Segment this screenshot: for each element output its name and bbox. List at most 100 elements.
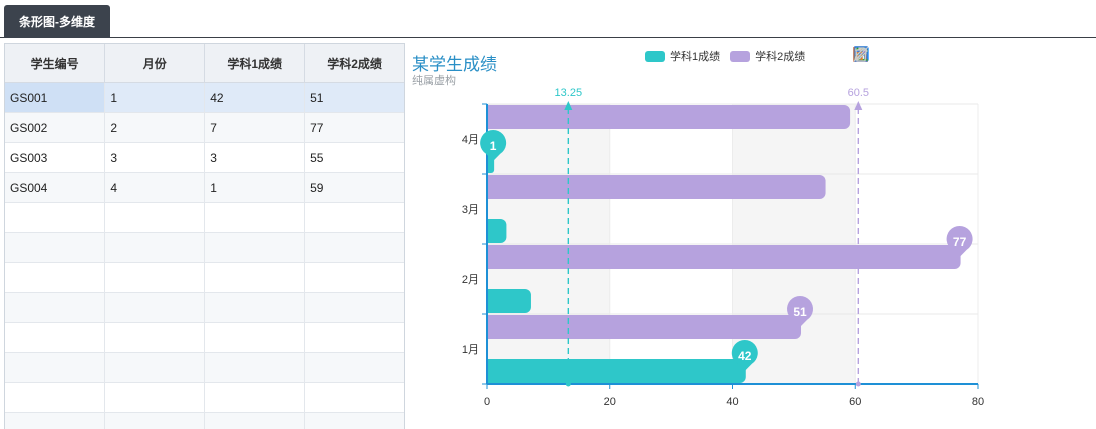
bar [488, 245, 961, 269]
cell-month[interactable]: 2 [104, 112, 206, 143]
average-line-label: 13.25 [555, 87, 583, 99]
min-point-pin-label: 1 [490, 139, 497, 153]
max-point-pin-shape [946, 225, 973, 257]
bar [488, 289, 531, 313]
cell-score2[interactable]: 77 [304, 112, 404, 143]
column-header-score1[interactable]: 学科1成绩 [204, 44, 306, 83]
empty-cell [204, 412, 306, 429]
empty-cell [104, 322, 206, 353]
table-row[interactable]: GS002 2 7 77 [5, 112, 404, 143]
cell-month[interactable]: 4 [104, 172, 206, 203]
average-line-arrow [854, 101, 863, 110]
empty-cell [204, 382, 306, 413]
min-point-pin-shape [787, 295, 814, 327]
empty-cell [304, 412, 404, 429]
column-header-score2[interactable]: 学科2成绩 [304, 44, 404, 83]
empty-table-row [5, 292, 404, 323]
empty-cell [5, 202, 106, 233]
empty-table-row [5, 322, 404, 353]
data-grid: 学生编号 月份 学科1成绩 学科2成绩 GS001 1 42 51 GS002 … [4, 43, 405, 429]
empty-cell [104, 382, 206, 413]
cell-score1[interactable]: 3 [204, 142, 306, 173]
y-category-label: 4月 [462, 134, 479, 146]
min-point-pin: 51 [787, 295, 814, 327]
mark-clear-icon[interactable] [855, 45, 1040, 65]
chart-title: 某学生成绩 [412, 55, 497, 74]
bar-chart-panel: 某学生成绩 纯属虚构 学科1成绩 学科2成绩 [406, 38, 1096, 429]
legend-swatch-series-2 [730, 50, 751, 62]
chart-subtitle: 纯属虚构 [412, 75, 456, 87]
empty-cell [304, 322, 404, 353]
cell-score2[interactable]: 59 [304, 172, 404, 203]
empty-cell [5, 232, 106, 263]
y-category-label: 1月 [462, 344, 479, 356]
tab-bar: 条形图-多维度 [0, 0, 1096, 38]
empty-cell [304, 262, 404, 293]
empty-cell [204, 292, 306, 323]
empty-cell [304, 292, 404, 323]
empty-cell [304, 232, 404, 263]
legend-item-series-2[interactable]: 学科2成绩 [730, 48, 805, 64]
max-point-pin: 77 [946, 225, 973, 257]
x-tick-label: 0 [484, 396, 490, 408]
average-line-arrow [564, 101, 573, 110]
empty-cell [5, 262, 106, 293]
empty-cell [304, 202, 404, 233]
empty-cell [5, 412, 106, 429]
column-header-student-id[interactable]: 学生编号 [5, 44, 106, 83]
max-point-pin-shape [731, 339, 758, 371]
cell-student-id[interactable]: GS002 [5, 112, 106, 143]
x-tick-label: 80 [972, 396, 984, 408]
empty-cell [204, 262, 306, 293]
legend-label-series-1: 学科1成绩 [670, 51, 721, 63]
bar [488, 315, 802, 339]
empty-table-row [5, 352, 404, 383]
cell-score2[interactable]: 55 [304, 142, 404, 173]
tab-bar-chart-multi[interactable]: 条形图-多维度 [4, 5, 110, 38]
empty-cell [104, 412, 206, 429]
empty-table-row [5, 412, 404, 429]
cell-score2[interactable]: 51 [304, 82, 404, 113]
x-tick-label: 20 [604, 396, 616, 408]
empty-cell [104, 202, 206, 233]
min-point-pin-shape [480, 129, 507, 161]
table-row[interactable]: GS004 4 1 59 [5, 172, 404, 203]
average-line-start [565, 381, 571, 387]
cell-score1[interactable]: 42 [204, 82, 306, 113]
empty-cell [304, 382, 404, 413]
table-row[interactable]: GS003 3 3 55 [5, 142, 404, 173]
cell-student-id[interactable]: GS004 [5, 172, 106, 203]
cell-student-id[interactable]: GS003 [5, 142, 106, 173]
bar [488, 219, 507, 243]
bar [488, 105, 851, 129]
y-category-label: 3月 [462, 204, 479, 216]
x-tick-label: 60 [849, 396, 861, 408]
min-point-pin-label: 51 [793, 305, 807, 319]
average-line-start [855, 381, 861, 387]
y-category-label: 2月 [462, 274, 479, 286]
legend-label-series-2: 学科2成绩 [755, 51, 806, 63]
cell-month[interactable]: 1 [104, 82, 206, 113]
cell-score1[interactable]: 1 [204, 172, 306, 203]
empty-cell [104, 232, 206, 263]
empty-table-row [5, 262, 404, 293]
bar [488, 175, 826, 199]
cell-student-id[interactable]: GS001 [5, 82, 106, 113]
empty-cell [104, 292, 206, 323]
empty-table-row [5, 232, 404, 263]
column-header-month[interactable]: 月份 [104, 44, 206, 83]
empty-cell [104, 262, 206, 293]
chart-legend: 学科1成绩 学科2成绩 [645, 48, 815, 64]
cell-score1[interactable]: 7 [204, 112, 306, 143]
cell-month[interactable]: 3 [104, 142, 206, 173]
average-line-label: 60.5 [848, 87, 869, 99]
bar [488, 359, 746, 383]
grid-header-row: 学生编号 月份 学科1成绩 学科2成绩 [5, 44, 404, 83]
max-point-pin: 42 [731, 339, 758, 371]
chart-plot: 0 20 40 60 80 1月 2月 3月 4月 13.25 60.5 42 1 77 51 [462, 87, 984, 408]
table-row[interactable]: GS001 1 42 51 [5, 82, 404, 113]
x-tick-label: 40 [726, 396, 738, 408]
empty-table-row [5, 382, 404, 413]
empty-cell [104, 352, 206, 383]
legend-item-series-1[interactable]: 学科1成绩 [645, 48, 720, 64]
